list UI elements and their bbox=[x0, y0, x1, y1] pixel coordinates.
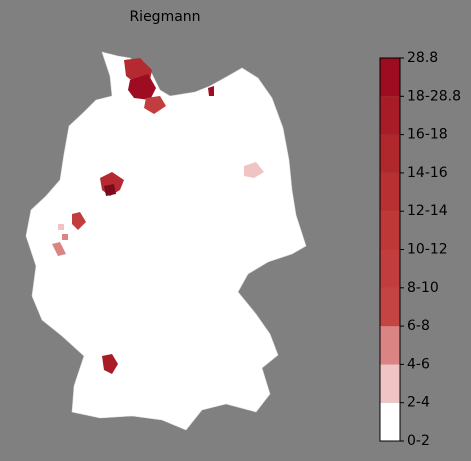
colorbar-segment bbox=[380, 96, 400, 135]
colorbar-segment bbox=[380, 287, 400, 327]
region bbox=[244, 162, 264, 178]
region bbox=[144, 96, 166, 114]
colorbar-label: 10-12 bbox=[407, 242, 448, 258]
colorbar-label: 18-28.8 bbox=[407, 88, 461, 104]
region bbox=[58, 224, 64, 230]
country-outline bbox=[25, 51, 307, 431]
colorbar-segment bbox=[380, 364, 400, 403]
region bbox=[62, 234, 68, 240]
colorbar-segment bbox=[380, 134, 400, 173]
colorbar-label: 14-16 bbox=[407, 165, 448, 181]
colorbar-label: 4-6 bbox=[407, 356, 430, 372]
colorbar-label: 12-14 bbox=[407, 203, 448, 219]
map-title: Riegmann bbox=[129, 9, 200, 25]
colorbar-segment bbox=[380, 402, 400, 441]
germany-map bbox=[25, 51, 307, 431]
colorbar-segment bbox=[380, 58, 400, 97]
colorbar-label: 6-8 bbox=[407, 318, 430, 334]
region bbox=[104, 184, 116, 196]
colorbar-segment bbox=[380, 172, 400, 212]
colorbar-label: 2-4 bbox=[407, 395, 430, 411]
colorbar-segment bbox=[380, 211, 400, 250]
colorbar-label: 16-18 bbox=[407, 127, 448, 143]
colorbar-segment bbox=[380, 249, 400, 288]
region bbox=[52, 242, 66, 256]
colorbar-label: 28.8 bbox=[407, 50, 438, 66]
colorbar-frame bbox=[379, 57, 401, 442]
colorbar: 0-2 2-4 4-6 6-8 8-10 10-12 12-14 14-16 16-18 18-2… bbox=[379, 50, 461, 449]
colorbar-label: 0-2 bbox=[407, 433, 430, 449]
region bbox=[102, 354, 118, 374]
colorbar-segment bbox=[380, 326, 400, 365]
region bbox=[72, 212, 86, 230]
region bbox=[128, 74, 156, 100]
colorbar-label: 8-10 bbox=[407, 280, 439, 296]
region bbox=[208, 86, 214, 96]
